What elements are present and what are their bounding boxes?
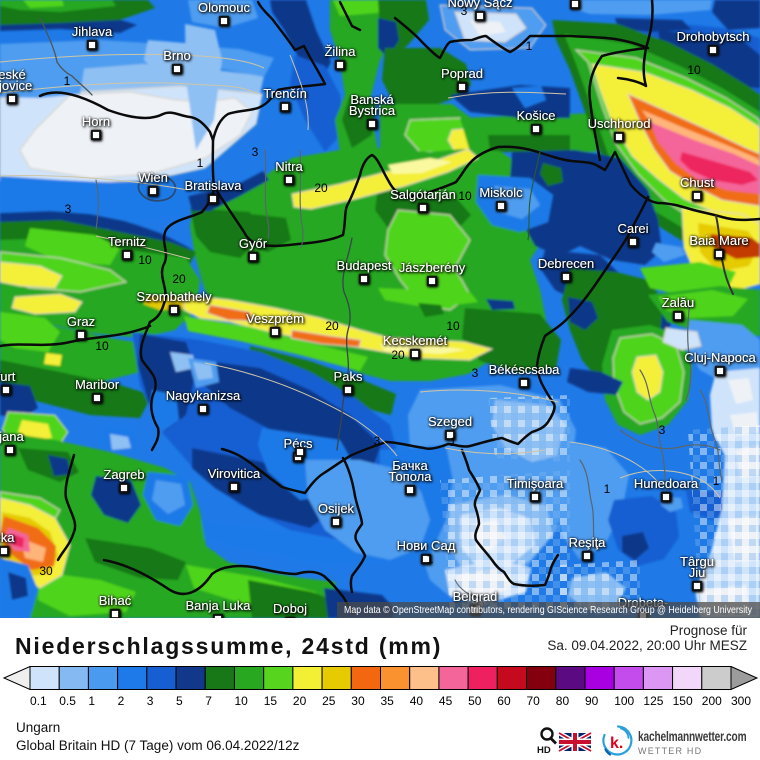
svg-text:Jiu: Jiu [689, 565, 706, 580]
svg-text:k.: k. [610, 735, 623, 752]
svg-text:1: 1 [64, 74, 71, 88]
svg-text:Zalău: Zalău [662, 295, 695, 310]
svg-text:20: 20 [391, 348, 405, 362]
svg-text:10: 10 [687, 63, 701, 77]
svg-text:Salgótarján: Salgótarján [390, 187, 456, 202]
svg-text:Carei: Carei [617, 221, 648, 236]
svg-text:3: 3 [659, 423, 666, 437]
svg-text:HD: HD [537, 745, 551, 756]
svg-text:Osijek: Osijek [318, 501, 355, 516]
svg-text:Reşiţa: Reşiţa [569, 535, 607, 550]
svg-text:Maribor: Maribor [75, 377, 120, 392]
svg-text:Szeged: Szeged [428, 414, 472, 429]
svg-text:1: 1 [450, 435, 457, 449]
svg-text:10: 10 [458, 189, 472, 203]
svg-text:Cluj-Napoca: Cluj-Napoca [684, 350, 756, 365]
svg-text:Нови Сад: Нови Сад [397, 538, 456, 553]
svg-text:1: 1 [604, 482, 611, 496]
svg-text:Budapest: Budapest [337, 258, 392, 273]
svg-text:Wien: Wien [138, 170, 168, 185]
svg-text:Graz: Graz [67, 314, 95, 329]
svg-text:eka: eka [0, 530, 15, 545]
svg-text:Virovitica: Virovitica [208, 466, 261, 481]
svg-text:Paks: Paks [334, 369, 363, 384]
svg-text:Jihlava: Jihlava [72, 24, 113, 39]
svg-text:3: 3 [252, 145, 259, 159]
svg-text:Belgrad: Belgrad [453, 589, 498, 604]
svg-text:Debrecen: Debrecen [538, 256, 594, 271]
svg-text:Doboj: Doboj [273, 601, 307, 616]
svg-text:Pécs: Pécs [284, 436, 313, 451]
svg-text:Топола: Топола [389, 469, 433, 484]
svg-text:Uschhorod: Uschhorod [588, 116, 651, 131]
svg-text:10: 10 [446, 319, 460, 333]
svg-text:ejovice: ejovice [0, 78, 32, 93]
svg-text:Bihać: Bihać [99, 593, 132, 608]
svg-text:Бачка: Бачка [392, 458, 428, 473]
svg-text:20: 20 [325, 319, 339, 333]
svg-text:Olomouc: Olomouc [198, 0, 251, 15]
svg-text:3: 3 [472, 366, 479, 380]
svg-text:Zagreb: Zagreb [103, 467, 144, 482]
svg-text:3: 3 [65, 202, 72, 216]
svg-text:furt: furt [0, 369, 16, 384]
svg-text:Timişoara: Timişoara [507, 476, 564, 491]
svg-text:Jászberény: Jászberény [399, 260, 466, 275]
svg-text:Ternitz: Ternitz [108, 234, 146, 249]
svg-text:Banja Luka: Banja Luka [185, 598, 251, 613]
svg-text:1: 1 [526, 39, 533, 53]
svg-text:1: 1 [197, 156, 204, 170]
svg-text:Brno: Brno [163, 48, 190, 63]
svg-text:Nowy Sącz: Nowy Sącz [447, 0, 512, 10]
svg-text:Žilina: Žilina [324, 44, 356, 59]
svg-text:Győr: Győr [239, 236, 268, 251]
svg-text:1: 1 [427, 552, 434, 566]
svg-text:10: 10 [138, 253, 152, 267]
svg-text:20: 20 [314, 181, 328, 195]
svg-text:Nitra: Nitra [275, 159, 303, 174]
svg-text:Map data © OpenStreetMap contr: Map data © OpenStreetMap contributors, r… [344, 605, 752, 616]
svg-text:30: 30 [39, 564, 53, 578]
svg-text:Bystrica: Bystrica [349, 103, 396, 118]
svg-text:Bratislava: Bratislava [184, 178, 242, 193]
svg-text:20: 20 [172, 272, 186, 286]
svg-text:Trenčín: Trenčín [263, 86, 307, 101]
svg-text:Szombathely: Szombathely [136, 289, 212, 304]
svg-text:Banská: Banská [350, 92, 394, 107]
svg-text:10: 10 [95, 339, 109, 353]
svg-text:1: 1 [713, 474, 720, 488]
svg-text:Békéscsaba: Békéscsaba [489, 362, 561, 377]
svg-text:Miskolc: Miskolc [479, 185, 523, 200]
svg-text:Veszprém: Veszprém [246, 311, 304, 326]
svg-text:Poprad: Poprad [441, 66, 483, 81]
svg-text:3: 3 [374, 434, 381, 448]
svg-text:Hunedoara: Hunedoara [634, 476, 699, 491]
svg-text:Košice: Košice [516, 108, 555, 123]
svg-text:Kecskemét: Kecskemét [383, 333, 448, 348]
svg-text:Târgu: Târgu [680, 554, 714, 569]
svg-text:Horn: Horn [82, 114, 110, 129]
svg-text:3: 3 [461, 4, 468, 18]
svg-text:eské: eské [0, 67, 26, 82]
svg-text:Baia Mare: Baia Mare [689, 233, 748, 248]
svg-text:Chust: Chust [680, 175, 714, 190]
svg-text:Drohobytsch: Drohobytsch [677, 29, 750, 44]
svg-text:Nagykanizsa: Nagykanizsa [166, 388, 241, 403]
svg-text:ljana: ljana [0, 429, 25, 444]
